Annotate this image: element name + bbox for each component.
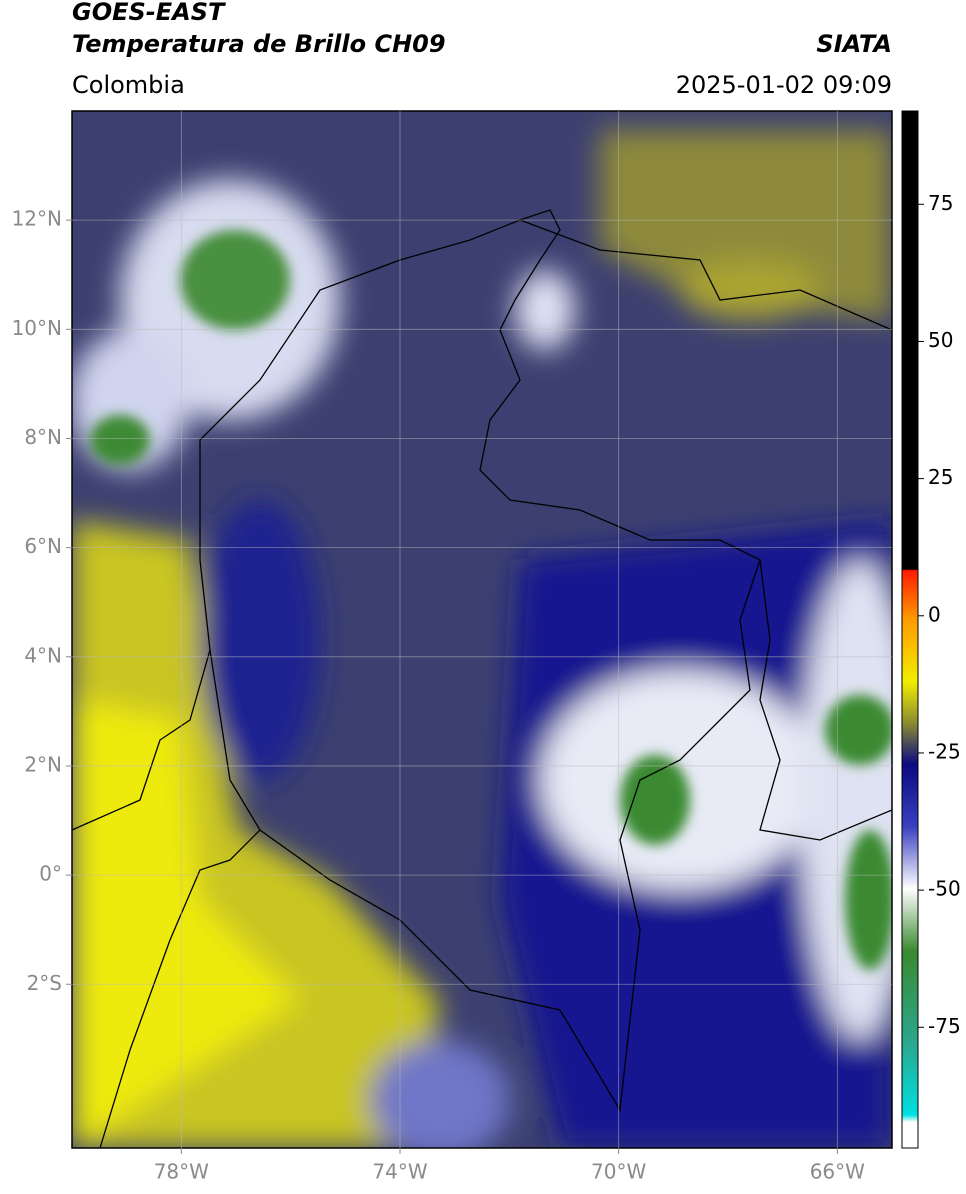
borders	[72, 209, 892, 1148]
y-tick-label: 2°S	[27, 971, 62, 995]
region: Colombia	[72, 71, 185, 99]
y-tick-label: 12°N	[12, 207, 62, 231]
x-tick-label: 66°W	[810, 1160, 865, 1184]
colorbar-tick-label: -50	[928, 877, 961, 901]
y-tick-label: 0°	[39, 862, 62, 886]
colorbar-tick-label: 50	[928, 328, 953, 352]
title: GOES-EAST	[72, 0, 226, 26]
y-tick-label: 6°N	[24, 534, 62, 558]
graticule	[72, 111, 892, 1148]
colorbar-tick-label: 75	[928, 191, 953, 215]
colorbar-tick-label: 0	[928, 602, 941, 626]
datetime: 2025-01-02 09:09	[676, 71, 892, 99]
x-tick-label: 70°W	[591, 1160, 646, 1184]
y-tick-label: 2°N	[24, 752, 62, 776]
satellite-image	[72, 111, 892, 1148]
colorbar-tick-label: 25	[928, 465, 953, 489]
colorbar-tick-label: -75	[928, 1014, 961, 1038]
x-tick-label: 78°W	[154, 1160, 209, 1184]
subtitle: Temperatura de Brillo CH09	[72, 30, 446, 58]
source: SIATA	[816, 30, 892, 58]
x-tick-label: 74°W	[372, 1160, 427, 1184]
map-frame	[71, 110, 893, 1149]
y-tick-label: 4°N	[24, 643, 62, 667]
colorbar	[901, 110, 919, 1149]
ticks: 78°W 74°W 70°W 66°W 12°N 10°N 8°N 6°N 4°N 2°N 0° 2°…	[12, 191, 961, 1184]
y-tick-label: 8°N	[24, 425, 62, 449]
y-tick-label: 10°N	[12, 316, 62, 340]
colorbar-tick-label: -25	[928, 739, 961, 763]
